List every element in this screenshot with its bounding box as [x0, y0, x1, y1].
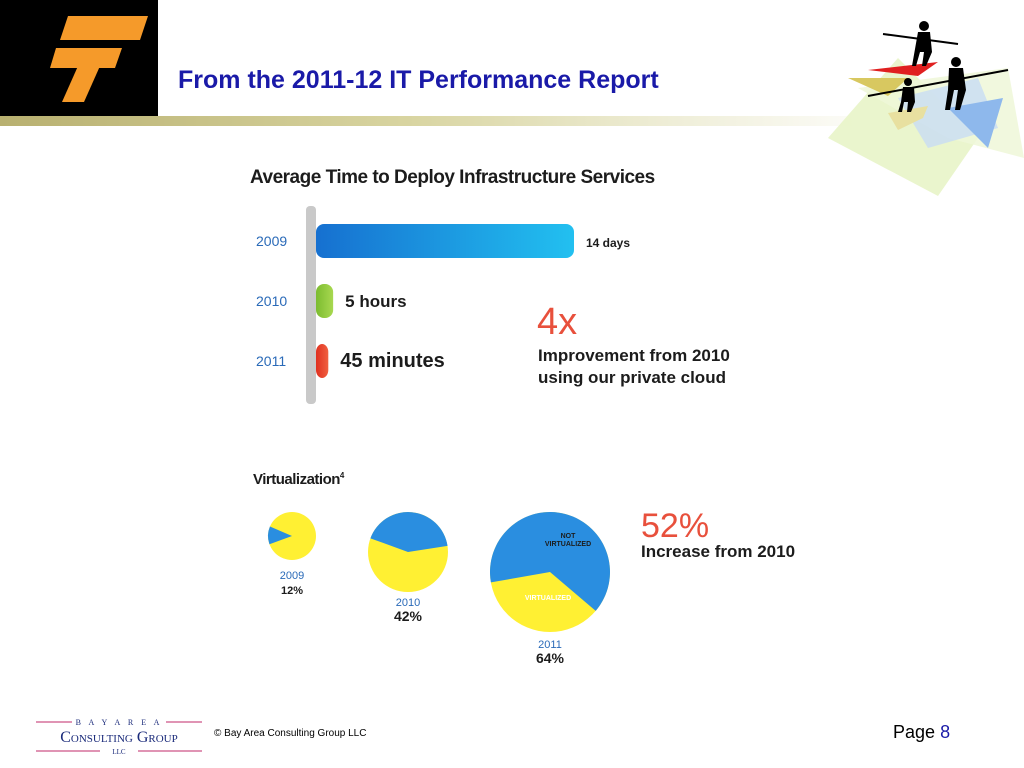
slide-title: From the 2011-12 IT Performance Report: [178, 66, 659, 94]
pie-value-label: 42%: [394, 608, 423, 624]
bar-2011: [316, 344, 329, 378]
footer-logo-line1: B A Y A R E A: [76, 718, 163, 727]
deploy-callout-line2: using our private cloud: [538, 368, 726, 387]
page-indicator: Page 8: [893, 722, 950, 743]
bar-2009: [316, 224, 574, 258]
logo-mark-icon: [50, 16, 148, 102]
page-label: Page: [893, 722, 936, 742]
copyright-text: © Bay Area Consulting Group LLC: [214, 728, 367, 739]
deploy-bar-chart: 2009 14 days 2010 5 hours 2011 45 minutes: [256, 206, 630, 404]
pie-year-label: 2010: [396, 597, 420, 609]
virtualization-footnote-mark: 4: [339, 471, 344, 480]
virtualization-chart-title: Virtualization4: [253, 471, 344, 488]
title-underline: [0, 116, 900, 126]
bar-category-label: 2009: [256, 233, 287, 249]
deploy-callout-value: 4x: [537, 301, 578, 343]
deploy-callout-text: Improvement from 2010 using our private …: [538, 345, 798, 389]
bar-value-label: 45 minutes: [340, 350, 444, 372]
teamwork-clipart-icon: [828, 21, 1024, 196]
company-logo: [0, 0, 158, 116]
footer-logo-line2: Consulting Group: [60, 729, 178, 746]
pie-value-label: 12%: [281, 585, 303, 597]
bar-value-label: 14 days: [586, 236, 630, 250]
pie-2010-virtualized-slice: [370, 512, 448, 552]
footer-logo-line3: LLC: [112, 748, 126, 756]
virtualization-callout-text: Increase from 2010: [641, 542, 796, 561]
pie-value-label: 64%: [536, 650, 565, 666]
pie-slice-label-not-virtualized: NOT VIRTUALIZED: [545, 533, 591, 548]
deploy-callout-line1: Improvement from 2010: [538, 346, 730, 365]
deploy-chart-title: Average Time to Deploy Infrastructure Se…: [250, 167, 655, 188]
pie-year-label: 2011: [538, 639, 562, 651]
footer-company-logo: B A Y A R E A Consulting Group LLC: [36, 718, 202, 756]
bar-2010: [316, 284, 334, 318]
bar-axis: [306, 206, 316, 404]
virtualization-callout-value: 52%: [641, 507, 710, 545]
pie-2011-virtualized-slice: [490, 512, 610, 611]
bar-category-label: 2010: [256, 293, 287, 309]
pie-slice-label-virtualized: VIRTUALIZED: [525, 595, 571, 602]
bar-category-label: 2011: [256, 353, 286, 369]
bar-value-label: 5 hours: [345, 292, 406, 311]
pie-year-label: 2009: [280, 570, 304, 582]
pie-2009-virtualized-slice: [268, 526, 292, 545]
page-number: 8: [940, 722, 951, 742]
virtualization-title-text: Virtualization: [253, 471, 340, 488]
